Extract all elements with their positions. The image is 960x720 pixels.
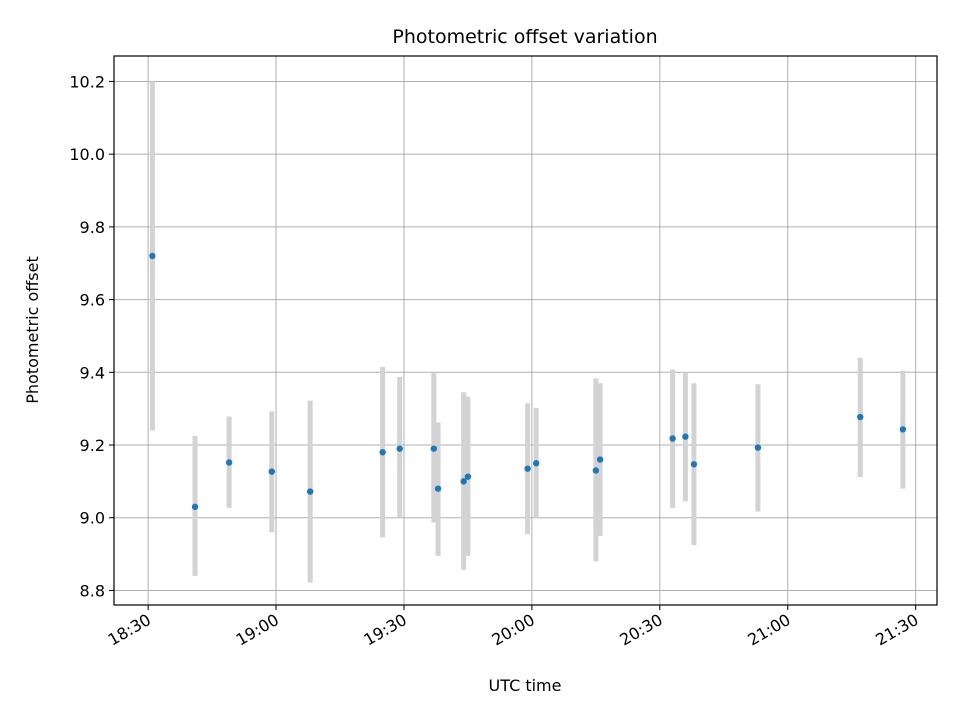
data-point bbox=[430, 445, 438, 452]
data-point bbox=[592, 467, 600, 474]
data-point bbox=[306, 488, 314, 495]
data-point bbox=[396, 445, 403, 452]
data-point bbox=[379, 449, 386, 456]
x-tick-label: 19:00 bbox=[233, 610, 282, 650]
data-point bbox=[225, 459, 233, 466]
x-tick-label: 20:30 bbox=[616, 610, 665, 650]
y-tick-label: 9.4 bbox=[80, 363, 105, 382]
data-point bbox=[532, 460, 540, 467]
y-tick-label: 9.0 bbox=[80, 509, 105, 528]
y-tick-label: 10.2 bbox=[69, 72, 105, 91]
x-axis-ticks: 18:30 19:00 19:30 20:00 20:30 21:00 21:30 bbox=[105, 605, 922, 650]
data-point bbox=[754, 444, 762, 451]
grid-lines bbox=[114, 56, 937, 605]
chart-title: Photometric offset variation bbox=[392, 26, 657, 48]
data-point bbox=[682, 433, 689, 440]
y-tick-label: 8.8 bbox=[80, 581, 105, 600]
x-tick-label: 19:30 bbox=[361, 610, 410, 650]
data-point bbox=[464, 473, 472, 480]
y-tick-label: 9.8 bbox=[80, 218, 105, 237]
data-point bbox=[899, 426, 907, 433]
data-point bbox=[149, 252, 156, 260]
data-points bbox=[149, 252, 907, 511]
data-point bbox=[268, 468, 275, 475]
data-point bbox=[460, 478, 467, 485]
data-point bbox=[857, 413, 864, 421]
error-bars bbox=[149, 81, 906, 583]
data-point bbox=[690, 461, 698, 468]
data-point bbox=[434, 485, 442, 492]
plot-frame bbox=[113, 55, 938, 606]
data-point bbox=[669, 435, 676, 442]
x-axis-label: UTC time bbox=[489, 676, 562, 695]
data-point bbox=[524, 465, 531, 472]
y-tick-label: 9.2 bbox=[80, 436, 105, 455]
x-tick-label: 21:00 bbox=[744, 610, 793, 650]
x-tick-label: 20:00 bbox=[488, 610, 537, 650]
y-tick-label: 9.6 bbox=[80, 291, 105, 310]
y-tick-label: 10.0 bbox=[69, 145, 105, 164]
y-axis-ticks: 8.8 9.0 9.2 9.4 9.6 9.8 10.0 10.2 bbox=[69, 72, 114, 600]
x-tick-label: 21:30 bbox=[872, 610, 921, 650]
data-point bbox=[596, 456, 604, 463]
x-tick-label: 18:30 bbox=[105, 610, 154, 650]
y-axis-label: Photometric offset bbox=[23, 256, 42, 404]
data-point bbox=[191, 503, 199, 511]
